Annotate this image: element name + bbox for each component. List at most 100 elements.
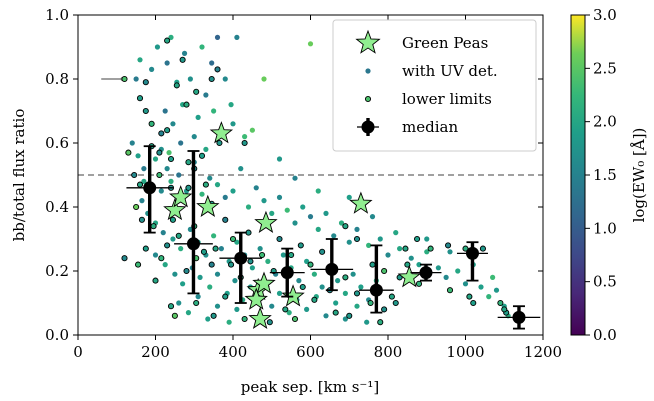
uv-det-point	[172, 271, 178, 277]
lower-limit-point	[210, 312, 217, 319]
lower-limit-point	[185, 159, 192, 166]
green-pea-star	[397, 265, 421, 288]
uv-det-point	[276, 156, 283, 162]
x-tick-label: 0	[73, 343, 83, 361]
uv-det-point	[346, 239, 352, 245]
lower-limit-point	[247, 258, 254, 265]
uv-det-point	[149, 66, 155, 72]
colorbar: 0.0 0.5 1.0 1.5 2.0 2.5 3.0 log(EW₀ [Å])	[570, 6, 648, 344]
uv-det-point	[139, 198, 145, 204]
uv-det-point	[462, 281, 469, 287]
uv-det-point	[424, 249, 430, 255]
lower-limit-point	[342, 223, 349, 230]
uv-det-point	[222, 194, 228, 200]
median-point	[369, 283, 383, 297]
lower-limit-point	[466, 293, 473, 300]
uv-det-point	[207, 175, 213, 181]
lower-limit-point	[193, 299, 200, 307]
uv-det-point	[187, 76, 193, 82]
y-axis-label: bb/total flux ratio	[10, 109, 28, 242]
uv-det-point	[178, 140, 184, 146]
uv-det-point	[164, 166, 170, 172]
green-pea-star	[196, 194, 220, 217]
lower-limit-point	[167, 303, 175, 310]
uv-det-point	[170, 236, 176, 242]
green-pea-star	[248, 306, 272, 329]
lower-limit-point	[125, 149, 132, 156]
uv-det-point	[249, 127, 255, 133]
x-tick-label: 200	[141, 343, 170, 361]
uv-det-point	[486, 294, 492, 300]
green-pea-star	[281, 284, 305, 307]
uv-det-point	[249, 265, 255, 271]
uv-det-point	[181, 50, 188, 57]
legend-marker-median	[361, 120, 375, 134]
lower-limit-point	[346, 312, 353, 319]
lower-limit-point	[142, 107, 149, 115]
lower-limit-point	[183, 101, 190, 108]
lower-limit-point	[266, 319, 273, 326]
uv-det-point	[191, 134, 197, 140]
uv-det-point	[261, 76, 267, 82]
uv-det-point	[234, 34, 240, 41]
uv-det-point	[238, 166, 244, 172]
lower-limit-point	[214, 66, 221, 73]
uv-det-point	[350, 271, 356, 277]
uv-det-point	[304, 258, 310, 264]
uv-det-point	[307, 214, 314, 220]
uv-det-point	[346, 194, 352, 200]
uv-det-point	[180, 281, 186, 287]
y-axis: 0.0 0.2 0.4 0.6 0.8 1.0	[45, 6, 543, 344]
uv-det-point	[369, 214, 376, 220]
uv-det-point	[286, 310, 292, 316]
y-tick-label: 0.4	[45, 198, 69, 216]
uv-det-point	[377, 236, 383, 242]
uv-det-point	[203, 92, 209, 98]
colorbar-tick-label: 2.5	[593, 59, 617, 77]
lower-limit-point	[319, 248, 326, 255]
lower-limit-point	[121, 75, 128, 83]
lower-limit-point	[167, 155, 175, 163]
uv-det-point	[214, 34, 221, 41]
uv-det-point	[358, 284, 364, 290]
uv-det-point	[443, 274, 449, 280]
uv-det-point	[129, 140, 135, 146]
uv-det-point	[354, 303, 360, 309]
uv-det-point	[185, 310, 192, 316]
lower-limit-point	[229, 235, 237, 243]
uv-det-point	[265, 258, 271, 264]
uv-det-point	[269, 303, 275, 309]
lower-limit-point	[208, 261, 215, 268]
x-axis-label: peak sep. [km s⁻¹]	[241, 378, 379, 396]
uv-det-point	[178, 246, 184, 252]
lower-limit-point	[470, 299, 477, 307]
lower-limit-point	[169, 216, 176, 223]
lower-limit-point	[402, 245, 409, 252]
colorbar-label: log(EW₀ [Å])	[630, 128, 648, 223]
colorbar-tick-label: 0.0	[593, 326, 617, 344]
colorbar-gradient	[570, 14, 586, 336]
uv-det-point	[333, 300, 339, 306]
lower-limit-point	[173, 82, 180, 89]
lower-limit-point	[138, 216, 145, 223]
lower-limit-point	[369, 261, 376, 268]
uv-det-point	[331, 233, 337, 239]
uv-det-point	[203, 146, 209, 152]
lower-limit-point	[185, 184, 192, 191]
uv-det-point	[207, 284, 213, 290]
uv-det-point	[296, 278, 302, 284]
uv-det-point	[364, 319, 370, 325]
colorbar-tick-label: 2.0	[593, 113, 617, 131]
lower-limit-point	[297, 242, 304, 249]
colorbar-tick-label: 1.5	[593, 166, 617, 184]
uv-det-point	[319, 284, 325, 290]
lower-limit-point	[404, 261, 411, 268]
uv-det-point	[342, 316, 348, 322]
lower-limit-point	[241, 139, 248, 147]
x-tick-label: 1000	[446, 343, 484, 361]
lower-limit-point	[136, 181, 144, 188]
uv-det-point	[311, 271, 317, 277]
green-pea-star	[252, 271, 276, 294]
uv-det-point	[315, 188, 321, 194]
